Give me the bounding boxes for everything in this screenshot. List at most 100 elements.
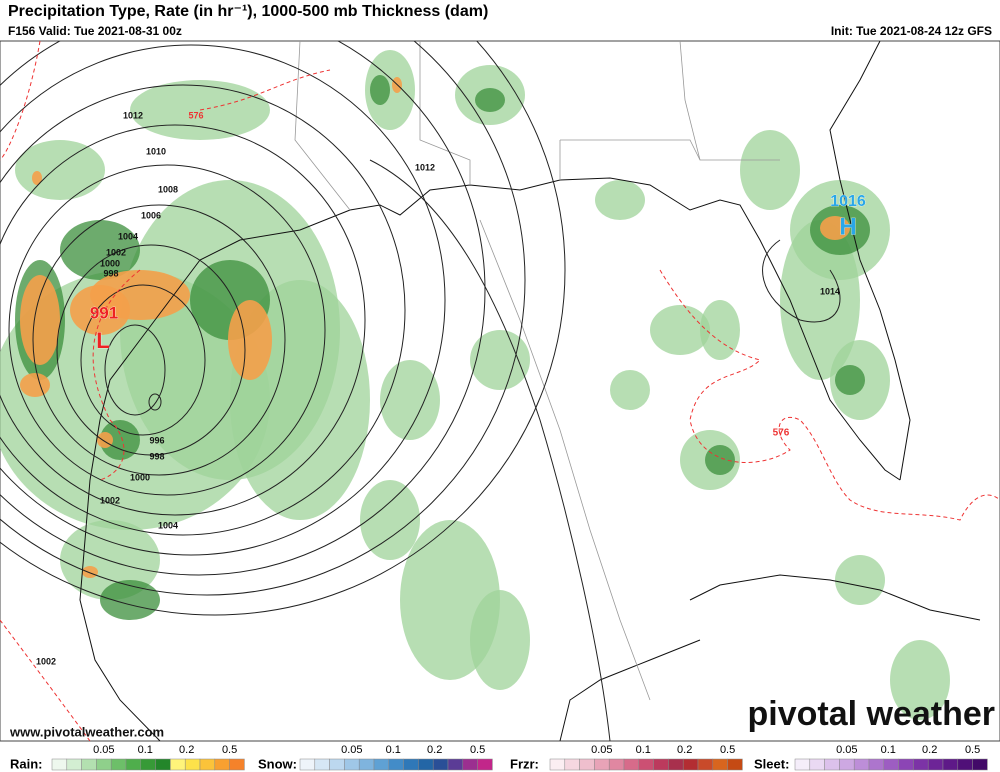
legend-swatch <box>447 758 464 771</box>
legend-swatch <box>809 758 825 771</box>
map-label: 576 <box>188 110 203 120</box>
legend-label: Frzr: <box>510 756 539 771</box>
legend-tick: 0.2 <box>922 744 937 756</box>
legend-swatch <box>110 758 127 771</box>
legend-swatch <box>388 758 404 771</box>
legend-swatch <box>462 758 478 771</box>
rain-heavy <box>100 580 160 620</box>
isobar <box>104 324 166 416</box>
legend-swatch <box>140 758 156 771</box>
legend-swatch <box>913 758 929 771</box>
precip <box>0 50 950 720</box>
legend-swatch <box>794 758 811 771</box>
map-label: 1012 <box>123 110 143 120</box>
isobar <box>80 284 206 436</box>
rain-heavy <box>705 445 735 475</box>
map-label: L <box>96 328 109 353</box>
legend-swatch <box>697 758 714 771</box>
map-label: 1002 <box>36 656 56 666</box>
mix-area <box>82 566 98 578</box>
legend-swatch <box>170 758 186 771</box>
brand-name: pivotal weather <box>747 695 995 733</box>
map-label: 998 <box>103 268 118 278</box>
legend-tick: 0.1 <box>881 744 896 756</box>
rain-heavy <box>370 75 390 105</box>
isobar <box>56 244 246 456</box>
title: Precipitation Type, Rate (in hr⁻¹), 1000… <box>8 3 488 20</box>
legend-label: Rain: <box>10 756 43 771</box>
legend-swatch <box>51 758 68 771</box>
legend-swatch <box>96 758 112 771</box>
legend-swatch <box>432 758 449 771</box>
legend-swatch <box>564 758 580 771</box>
legend-swatch <box>868 758 885 771</box>
rain-heavy <box>475 88 505 112</box>
isobar <box>148 393 162 411</box>
isobar <box>8 164 326 496</box>
map-label: 1004 <box>158 520 178 530</box>
coastlines <box>79 41 981 741</box>
legend-swatch <box>594 758 610 771</box>
legend-swatch <box>957 758 973 771</box>
map-label: 1008 <box>158 184 178 194</box>
map-label: H <box>839 213 856 240</box>
thickness-contours <box>0 41 1000 741</box>
legend-swatch <box>668 758 684 771</box>
map-label: 1004 <box>118 231 138 241</box>
legend-tick: 0.2 <box>179 744 194 756</box>
map-label: 1000 <box>130 472 150 482</box>
isobar <box>0 41 566 616</box>
isobar <box>0 124 366 516</box>
map-label: 1000 <box>100 258 120 268</box>
legend-swatch <box>314 758 330 771</box>
legend-swatch <box>549 758 566 771</box>
legend-tick: 0.1 <box>386 744 401 756</box>
rain-heavy <box>835 365 865 395</box>
legend-tick: 0.2 <box>677 744 692 756</box>
map-label: 1002 <box>100 495 120 505</box>
rain-area <box>835 555 885 605</box>
map-label: 1010 <box>146 146 166 156</box>
rain-area <box>650 305 710 355</box>
mix-area <box>228 300 272 380</box>
rain-area <box>470 330 530 390</box>
legend-swatch <box>682 758 699 771</box>
legend-tick: 0.05 <box>591 744 612 756</box>
legend-tick: 0.5 <box>720 744 735 756</box>
legend-swatch <box>898 758 914 771</box>
map: 1012 576101010081006100410021000998991L99… <box>0 41 1000 741</box>
rain-area <box>740 130 800 210</box>
legend-swatch <box>638 758 654 771</box>
mix-area <box>97 432 113 448</box>
valid-time: F156 Valid: Tue 2021-08-31 00z <box>8 24 182 38</box>
legend-swatch <box>155 758 171 771</box>
legend-swatch <box>712 758 728 771</box>
legend-tick: 0.05 <box>836 744 857 756</box>
legend-swatch <box>66 758 82 771</box>
rain-area <box>595 180 645 220</box>
mix-area <box>820 216 850 240</box>
legend-swatch <box>373 758 390 771</box>
isobar <box>762 239 841 323</box>
rain-area <box>610 370 650 410</box>
borders <box>294 41 780 701</box>
map-label: 1006 <box>141 210 161 220</box>
rain-area <box>700 300 740 360</box>
legend-swatch <box>229 758 245 771</box>
isobar <box>0 41 526 596</box>
mix-area <box>20 275 60 365</box>
legend-swatch <box>344 758 360 771</box>
rain-area <box>780 220 860 380</box>
legend-swatch <box>653 758 669 771</box>
map-label: 576 <box>773 428 790 439</box>
legend-swatch <box>883 758 899 771</box>
legend-swatch <box>942 758 959 771</box>
legend-label: Snow: <box>258 756 297 771</box>
legend-swatch <box>214 758 230 771</box>
legend-tick: 0.5 <box>470 744 485 756</box>
rain-area <box>380 360 440 440</box>
isobar <box>0 41 486 576</box>
legend-swatch <box>972 758 988 771</box>
